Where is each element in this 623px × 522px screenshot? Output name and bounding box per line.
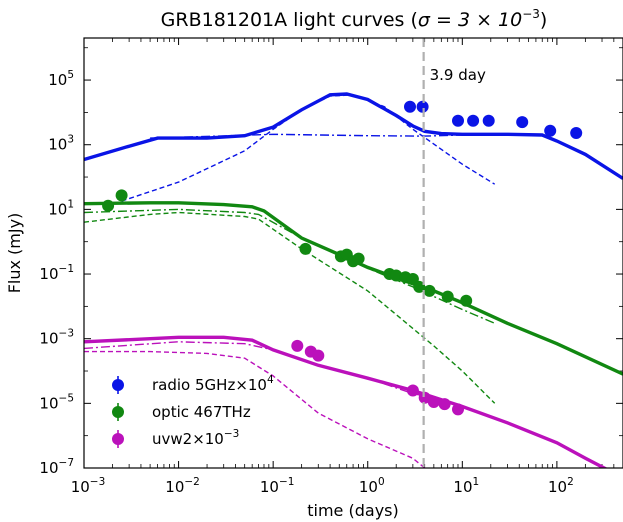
component-dashdot-line xyxy=(84,341,434,399)
y-tick-labels: 10−7 10−5 10−3 10−1 101 103 105 xyxy=(39,69,74,477)
chart-title: GRB181201A light curves (σ = 3 × 10−3) xyxy=(161,7,548,31)
x-tick-label: 10−2 xyxy=(165,476,200,496)
y-axis-label: Flux (mJy) xyxy=(5,213,24,294)
data-point xyxy=(452,114,464,127)
x-tick-label: 10−1 xyxy=(260,476,295,496)
data-point xyxy=(452,403,464,416)
series-0 xyxy=(84,92,623,202)
legend-label: optic 467THz xyxy=(152,403,251,421)
model-line xyxy=(84,201,623,376)
y-tick-label: 10−3 xyxy=(39,328,74,348)
data-point xyxy=(102,199,115,212)
data-point xyxy=(406,384,419,397)
plot-frame xyxy=(83,37,623,469)
data-point xyxy=(516,116,529,129)
legend-marker xyxy=(112,433,124,445)
plot-area xyxy=(84,92,623,468)
data-point xyxy=(460,294,473,307)
y-tick-label: 10−1 xyxy=(39,263,74,283)
legend-label: uvw2×10−3 xyxy=(152,428,239,448)
data-point xyxy=(438,398,451,411)
y-tick-label: 101 xyxy=(48,198,74,218)
data-point xyxy=(570,127,583,139)
legend-item: radio 5GHz×104 xyxy=(112,374,274,394)
data-point xyxy=(299,242,312,255)
x-tick-label: 100 xyxy=(359,476,385,496)
series-2 xyxy=(84,335,608,468)
model-line xyxy=(84,335,608,468)
component-dashed-line xyxy=(121,94,496,202)
legend: radio 5GHz×104 optic 467THz uvw2×10−3 xyxy=(112,374,274,448)
data-point xyxy=(390,269,403,282)
data-point xyxy=(482,114,495,127)
legend-label: radio 5GHz×104 xyxy=(152,374,274,394)
legend-item: optic 467THz xyxy=(112,403,251,421)
data-point xyxy=(404,100,416,113)
data-point xyxy=(427,396,440,408)
data-point xyxy=(544,124,557,137)
y-tick-label: 103 xyxy=(48,134,74,154)
component-dashed-line xyxy=(84,350,426,468)
data-point xyxy=(418,391,431,404)
component-dashdot-line xyxy=(84,208,495,324)
x-tick-label: 10−3 xyxy=(71,476,106,496)
legend-item: uvw2×10−3 xyxy=(112,428,239,448)
data-point xyxy=(416,100,429,113)
data-point xyxy=(423,284,436,297)
data-point xyxy=(413,280,426,293)
y-tick-label: 10−5 xyxy=(39,392,74,412)
legend-marker xyxy=(112,379,124,391)
vertical-marker-label: 3.9 day xyxy=(430,66,486,84)
legend-marker xyxy=(112,406,124,418)
data-point xyxy=(115,189,128,202)
data-point xyxy=(467,114,480,127)
data-point xyxy=(352,252,365,265)
x-axis-label: time (days) xyxy=(307,501,398,520)
y-tick-label: 105 xyxy=(48,69,74,89)
series-1 xyxy=(84,189,623,404)
data-point xyxy=(291,339,304,352)
model-line xyxy=(84,92,623,180)
component-dashed-line xyxy=(84,211,496,404)
y-tick-label: 10−7 xyxy=(39,457,74,477)
data-point xyxy=(441,290,454,303)
axis-ticks xyxy=(83,38,623,469)
x-tick-label: 102 xyxy=(548,476,574,496)
x-tick-label: 101 xyxy=(453,476,479,496)
x-tick-labels: 10−3 10−2 10−1 100 101 102 xyxy=(71,476,574,496)
data-point xyxy=(312,349,325,362)
